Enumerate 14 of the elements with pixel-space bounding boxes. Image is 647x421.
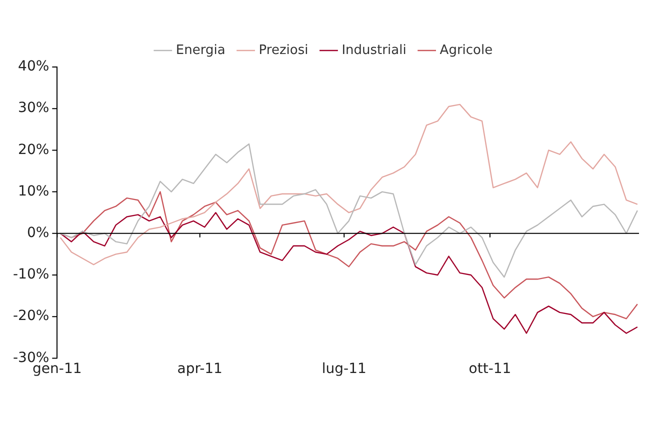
x-tick-label: lug-11 [322,361,366,378]
legend-label: Industriali [342,42,406,58]
y-tick-label: 40% [18,58,50,75]
legend-label: Agricole [440,42,493,58]
legend-label: Preziosi [258,42,308,58]
y-tick-label: 0% [26,225,50,242]
x-tick-label: ott-11 [468,361,512,378]
y-tick-label: 20% [18,142,50,158]
y-tick-label: 30% [18,100,50,116]
y-tick-label: -10% [12,266,50,283]
legend-label: Energia [176,42,226,58]
y-tick-label: 10% [18,183,50,200]
x-tick-label: apr-11 [177,361,222,378]
y-tick-label: -20% [12,308,50,324]
